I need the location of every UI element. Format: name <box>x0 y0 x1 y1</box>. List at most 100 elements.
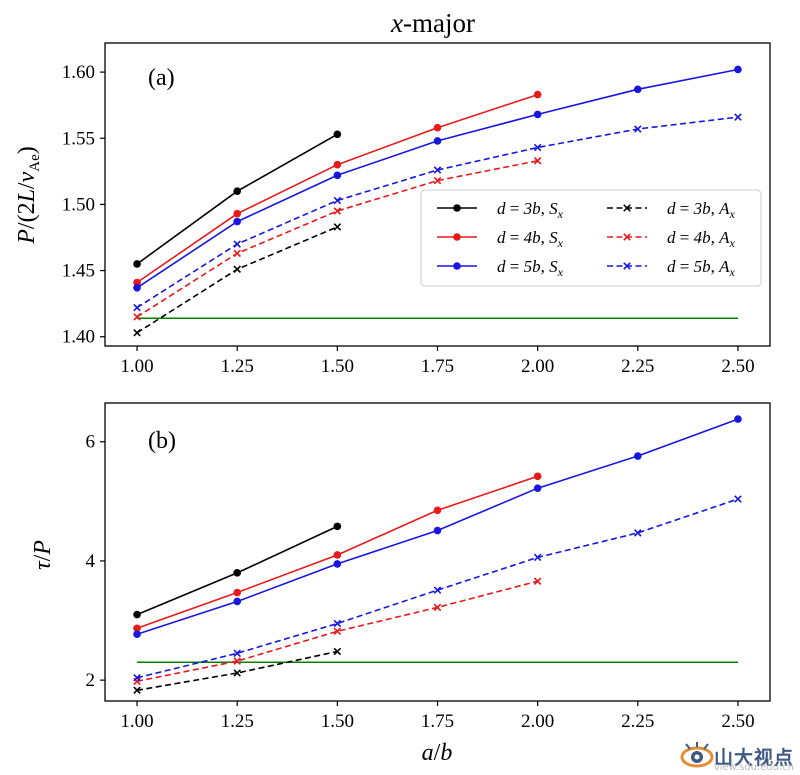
data-point <box>634 85 642 94</box>
data-point <box>133 610 141 619</box>
watermark-text: 山大视点 <box>713 746 794 769</box>
series-5 <box>133 577 542 686</box>
y-tick-label: 1.60 <box>62 62 95 83</box>
data-point <box>233 569 241 577</box>
data-point-stroke <box>133 329 141 337</box>
panel-b-xlabel: a/b <box>422 740 453 766</box>
panel-a-label: (a) <box>148 65 175 91</box>
data-point-stroke <box>433 176 442 185</box>
data-point-stroke <box>333 207 342 215</box>
data-point <box>133 283 141 292</box>
data-point <box>333 207 342 215</box>
data-point <box>433 586 442 594</box>
data-point-stroke <box>634 529 642 537</box>
panel-a: 1.00 1.25 1.50 1.75 2.00 2.25 2.50 1.40 1.45 1.50… <box>14 42 771 377</box>
legend-marker <box>623 233 631 241</box>
data-point-stroke <box>433 603 442 612</box>
series-line <box>136 580 538 683</box>
data-point <box>233 597 241 606</box>
legend-item: d = 5b, Sx <box>437 257 564 279</box>
data-point-stroke <box>333 223 342 231</box>
x-tick-label: 2.25 <box>621 356 654 377</box>
data-point <box>433 526 442 535</box>
data-point <box>433 123 442 132</box>
x-tick-label: 1.75 <box>421 356 454 377</box>
data-point <box>433 166 442 174</box>
watermark-url: view.sdu.edu.cn <box>713 762 794 773</box>
data-point <box>433 506 442 515</box>
data-point <box>233 217 241 226</box>
panel-b-ylabel: τ/P <box>30 540 56 570</box>
data-point <box>133 630 141 639</box>
x-tick-label: 1.00 <box>120 356 153 377</box>
data-point <box>333 551 342 559</box>
x-tick-label: 1.25 <box>221 711 254 732</box>
data-point-stroke <box>333 647 342 656</box>
data-point-stroke <box>533 143 542 152</box>
data-point <box>133 329 141 337</box>
legend-label: d = 5b, Sx <box>497 257 564 279</box>
legend-marker <box>453 262 461 270</box>
data-point <box>533 472 542 481</box>
data-point <box>533 156 542 165</box>
data-point-stroke <box>233 249 241 258</box>
series-3 <box>133 415 742 639</box>
series-2 <box>133 472 542 633</box>
data-point <box>133 686 141 695</box>
data-point <box>634 529 642 537</box>
data-point-stroke <box>634 125 642 133</box>
legend-marker-stroke <box>623 204 631 212</box>
series-line <box>136 160 538 318</box>
y-tick-label: 2 <box>86 670 96 691</box>
data-point <box>133 278 141 287</box>
data-point <box>233 240 241 248</box>
data-point <box>233 588 241 597</box>
data-point <box>333 522 342 531</box>
x-tick-label: 2.00 <box>521 711 554 732</box>
data-point <box>333 647 342 656</box>
series-6 <box>133 495 742 682</box>
data-point <box>233 669 241 677</box>
series-2 <box>133 90 542 287</box>
legend-label: d = 4b, Sx <box>497 228 564 250</box>
data-point <box>533 90 542 99</box>
x-tick-label: 2.50 <box>721 711 754 732</box>
legend-marker <box>453 233 461 241</box>
data-point <box>233 649 241 658</box>
data-point-stroke <box>433 586 442 594</box>
data-point-stroke <box>233 649 241 658</box>
data-point <box>133 260 141 268</box>
series-line <box>136 418 739 635</box>
data-point <box>433 603 442 612</box>
x-tick-label: 2.25 <box>621 711 654 732</box>
data-point-stroke <box>734 113 742 121</box>
series-5 <box>133 156 542 321</box>
data-point <box>133 624 141 633</box>
data-point-stroke <box>734 495 742 503</box>
legend-item: d = 4b, Sx <box>437 228 564 250</box>
x-tick-label: 1.25 <box>221 356 254 377</box>
x-tick-label: 1.00 <box>120 711 153 732</box>
series-4 <box>133 647 342 695</box>
data-point <box>233 187 241 195</box>
legend-label: d = 3b, Ax <box>667 199 735 221</box>
y-tick-label: 1.40 <box>62 327 95 348</box>
watermark: 山大视点 view.sdu.edu.cn <box>680 741 794 773</box>
legend-item: d = 4b, Ax <box>607 228 735 250</box>
legend-marker <box>623 262 631 270</box>
series-3 <box>133 65 742 292</box>
legend-frame <box>420 189 762 287</box>
data-point <box>333 627 342 636</box>
series-line <box>136 498 739 679</box>
legend-label: d = 4b, Ax <box>667 228 735 250</box>
data-point-stroke <box>333 627 342 636</box>
legend-label: d = 5b, Ax <box>667 257 735 279</box>
data-point <box>533 484 542 493</box>
data-point <box>433 176 442 185</box>
data-point <box>133 303 141 312</box>
data-point-stroke <box>133 686 141 695</box>
data-point <box>333 160 342 169</box>
data-point <box>734 113 742 121</box>
data-point-stroke <box>533 553 542 562</box>
